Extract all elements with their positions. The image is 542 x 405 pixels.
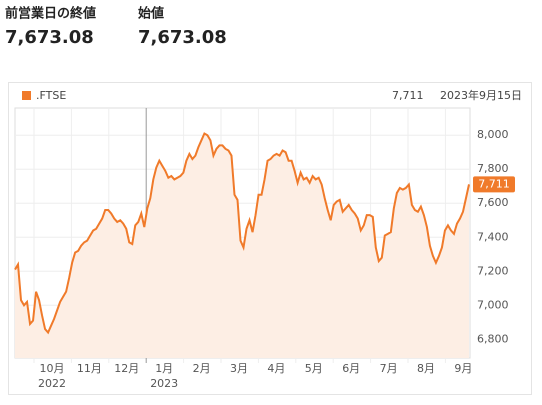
y-tick-label: 7,000 bbox=[477, 298, 509, 311]
current-badge bbox=[473, 176, 515, 193]
y-tick-label: 7,800 bbox=[477, 162, 509, 175]
y-tick-label: 8,000 bbox=[477, 128, 509, 141]
x-tick-label: 10月 bbox=[40, 362, 65, 375]
x-tick-label: 3月 bbox=[230, 362, 248, 375]
open: 7,673.08 bbox=[138, 27, 227, 48]
y-tick-label: 7,200 bbox=[477, 264, 509, 277]
x-tick-label: 5月 bbox=[305, 362, 323, 375]
y-tick-label: 7,600 bbox=[477, 196, 509, 209]
x-tick-label: 6月 bbox=[342, 362, 360, 375]
y-tick-label: 6,800 bbox=[477, 332, 509, 345]
legend-swatch bbox=[22, 91, 31, 100]
current-label: 7,711 bbox=[478, 177, 510, 190]
x-tick-label: 4月 bbox=[267, 362, 285, 375]
x-tick-label: 7月 bbox=[380, 362, 398, 375]
x-tick-label: 2月 bbox=[193, 362, 211, 375]
header-last: 7,711 bbox=[392, 89, 424, 102]
prev-close: 7,673.08 bbox=[5, 27, 94, 48]
date: 2023年9月15日 bbox=[440, 88, 522, 102]
x-tick-label: 12月 bbox=[114, 362, 139, 375]
x-tick-label: 9月 bbox=[454, 362, 472, 375]
x-tick-label: 1月 bbox=[155, 362, 173, 375]
year-label: 2022 bbox=[38, 377, 66, 390]
legend-label: .FTSE bbox=[36, 89, 66, 102]
line bbox=[14, 132, 470, 335]
y-tick-label: 7,400 bbox=[477, 230, 509, 243]
prev-close-label: 前営業日の終値 bbox=[5, 6, 96, 22]
open-label: 始値 bbox=[138, 6, 164, 22]
year-label: 2023 bbox=[150, 377, 178, 390]
x-tick-label: 8月 bbox=[417, 362, 435, 375]
x-tick-label: 11月 bbox=[77, 362, 102, 375]
